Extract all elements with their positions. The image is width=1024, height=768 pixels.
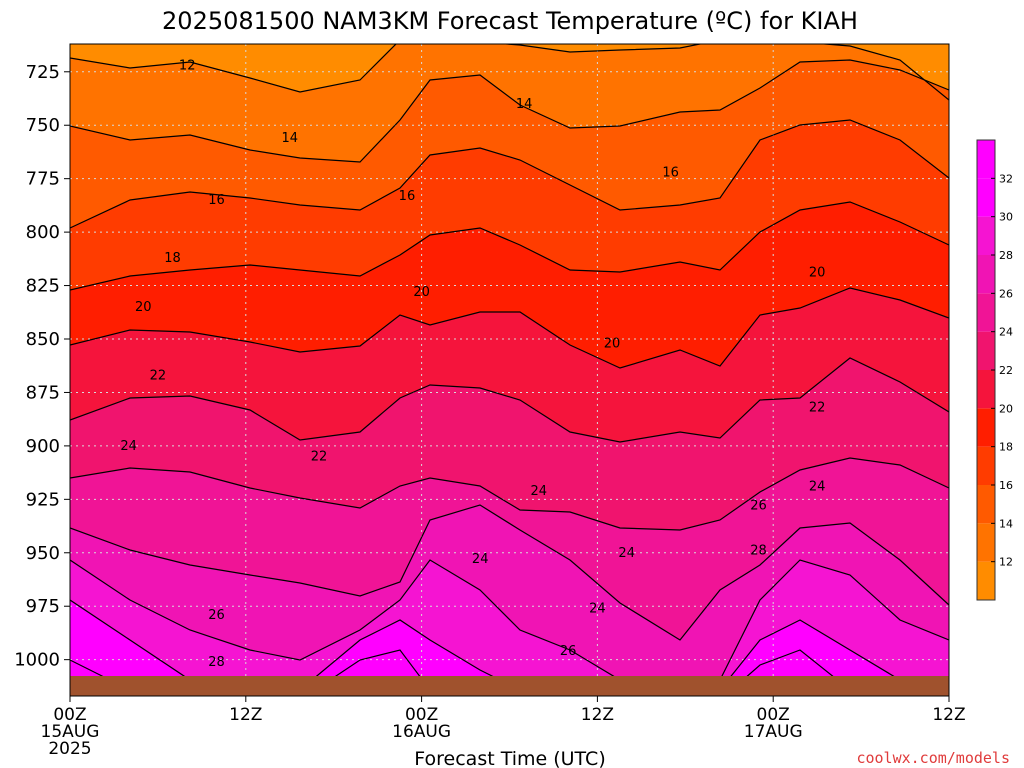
contour-label: 24 [531,484,548,499]
x-tick-label: 00Z [53,705,86,725]
colorbar-swatch [977,331,995,370]
contour-labels: 12 14 14 16 16 16 18 20 20 20 20 22 22 22 24 24 24 24 24 24… [120,58,825,669]
x-tick-date: 15AUG [41,722,100,742]
contour-label: 24 [809,480,826,495]
colorbar-tick-label: 28 [999,249,1013,262]
y-tick-label: 875 [26,382,60,403]
colorbar-swatch [977,255,995,294]
plot-frame [69,43,950,697]
contour-label: 22 [311,450,328,465]
x-tick-label: 12Z [229,705,262,725]
contour-label: 20 [809,266,826,281]
colorbar-tick-label: 30 [999,211,1013,224]
x-axis-title: Forecast Time (UTC) [414,748,605,768]
contour-16 [70,119,949,229]
colorbar-swatch [977,408,995,447]
colorbar-swatch [977,293,995,332]
x-tick-year: 2025 [48,739,91,759]
x-tick-label: 00Z [757,705,790,725]
contour-label: 20 [413,285,430,300]
contour-20 [70,287,949,369]
colorbar-tick-label: 16 [999,479,1013,492]
contour-label: 26 [560,644,577,659]
gridlines [70,44,949,696]
colorbar-swatch [977,446,995,485]
colorbar-tick-label: 14 [999,517,1013,530]
band-above-32 [70,650,949,696]
contour-label: 16 [399,189,416,204]
y-tick-label: 925 [26,489,60,510]
y-tick-label: 950 [26,543,60,564]
contour-label: 16 [662,165,679,180]
contour-label: 14 [281,131,298,146]
y-tick-label: 1000 [14,650,60,671]
x-tick-label: 12Z [581,705,614,725]
contour-28 [70,559,949,691]
contour-18 [70,201,949,291]
colorbar-swatch [977,485,995,524]
colorbar: 12 14 16 18 20 22 24 26 28 30 32 [976,139,1013,601]
contour-label: 28 [750,544,767,559]
x-tick-label: 12Z [932,705,965,725]
colorbar-tick-label: 24 [999,326,1013,339]
contour-label: 20 [604,336,621,351]
contour-label: 28 [208,655,225,670]
colorbar-tick-label: 22 [999,364,1013,377]
y-axis-pressure: 725 750 775 800 825 850 875 900 925 950 975 1000 [14,62,70,671]
contour-label: 24 [472,552,489,567]
contour-24 [70,457,949,531]
y-tick-label: 850 [26,329,60,350]
ground-surface [70,676,949,696]
contour-label: 24 [589,601,606,616]
colorbar-swatch [977,523,995,562]
colorbar-tick-label: 26 [999,287,1013,300]
colorbar-swatch [977,178,995,217]
contour-32 [70,649,884,696]
credit-text: coolwx.com/models [856,749,1010,767]
colorbar-tick-label: 12 [999,556,1013,569]
colorbar-swatch [977,140,995,179]
y-tick-label: 900 [26,436,60,457]
colorbar-swatch [977,561,995,600]
y-tick-label: 800 [26,222,60,243]
contour-label: 26 [208,608,225,623]
colorbar-tick-label: 18 [999,441,1013,454]
contour-label: 26 [750,499,767,514]
contour-label: 22 [150,368,167,383]
contour-label: 20 [135,300,152,315]
y-tick-label: 725 [26,62,60,83]
colorbar-tick-label: 20 [999,402,1013,415]
contour-label: 24 [618,546,635,561]
contour-label: 12 [179,58,196,73]
colorbar-tick-label: 32 [999,172,1013,185]
contour-label: 24 [120,439,137,454]
contour-22 [70,357,949,443]
x-tick-label: 00Z [405,705,438,725]
colorbar-swatch [977,216,995,255]
y-tick-label: 750 [26,115,60,136]
y-tick-label: 825 [26,276,60,297]
y-tick-label: 775 [26,169,60,190]
colorbar-swatch [977,370,995,409]
contour-14 [70,59,949,163]
band-26-28 [70,505,949,696]
x-tick-date: 17AUG [744,722,803,742]
contour-label: 22 [809,400,826,415]
contour-label: 18 [164,251,181,266]
chart-title: 2025081500 NAM3KM Forecast Temperature (… [162,7,858,35]
temperature-fill-bands [70,44,949,696]
contour-label: 16 [208,193,225,208]
y-tick-label: 975 [26,596,60,617]
contour-label: 14 [516,97,533,112]
x-tick-date: 16AUG [392,722,451,742]
contour-12 [70,44,949,101]
contour-26 [70,504,949,641]
